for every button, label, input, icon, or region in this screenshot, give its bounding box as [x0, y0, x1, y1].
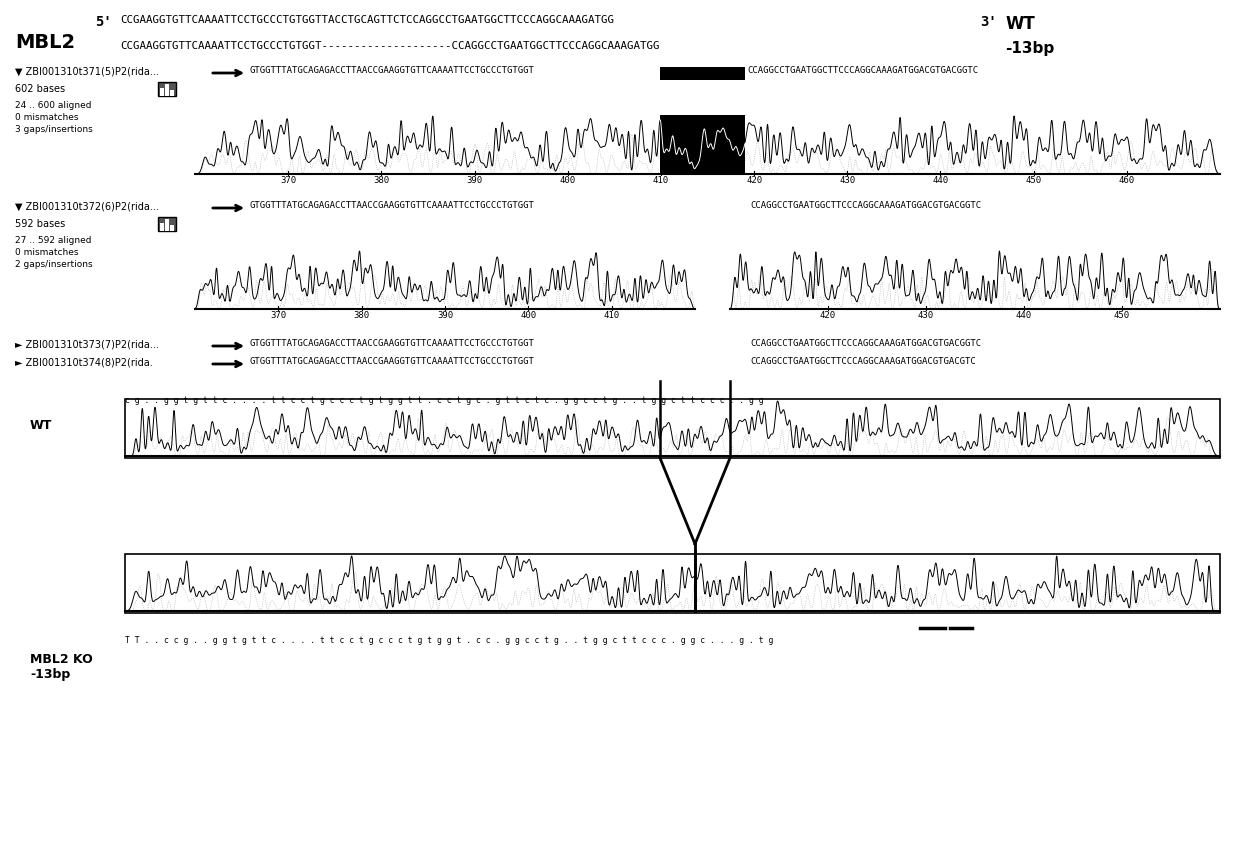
Bar: [660, 67, 745, 80]
Text: T T . . c c g . . g g t g t t c . . . . t t c c t g c c c t g t g g t . c c . g : T T . . c c g . . g g t g t t c . . . . …: [125, 636, 773, 645]
Bar: [125, 554, 1220, 613]
Text: 0 mismatches: 0 mismatches: [15, 248, 78, 257]
Text: 400: 400: [520, 311, 536, 320]
Text: 450: 450: [1026, 176, 1042, 185]
Text: 3 gaps/insertions: 3 gaps/insertions: [15, 125, 93, 134]
Bar: [660, 115, 745, 175]
Text: 370: 370: [270, 311, 286, 320]
Text: 390: 390: [437, 311, 453, 320]
Text: 410: 410: [603, 311, 620, 320]
Text: 440: 440: [1016, 311, 1032, 320]
Text: ▼ ZBI001310t371(5)P2(rida...: ▼ ZBI001310t371(5)P2(rida...: [15, 66, 159, 76]
Text: CCGAAGGTGTTCAAAATTCCTGCCCTGTGGT--------------------CCAGGCCTGAATGGCTTCCCAGGCAAAGA: CCGAAGGTGTTCAAAATTCCTGCCCTGTGGT---------…: [120, 41, 659, 51]
Text: 420: 420: [746, 176, 762, 185]
Bar: [160, 88, 164, 96]
Bar: [170, 225, 173, 231]
Text: 27 .. 592 aligned: 27 .. 592 aligned: [15, 236, 92, 245]
Text: 592 bases: 592 bases: [15, 219, 66, 229]
Text: 370: 370: [280, 176, 296, 185]
Text: ► ZBI001310t373(7)P2(rida...: ► ZBI001310t373(7)P2(rida...: [15, 339, 159, 349]
Text: CCGAAGGTGTTCAAAATTCCTGCCCTGTGGTTACCTGCAGTTCTCCAGGCCTGAATGGCTTCCCAGGCAAAGATGG: CCGAAGGTGTTCAAAATTCCTGCCCTGTGGTTACCTGCAG…: [120, 15, 615, 25]
Text: 5': 5': [95, 15, 112, 29]
Text: GTGGTTTATGCAGAGACCTTAACCGAAGGTGTTCAAAATTCCTGCCCTGTGGT: GTGGTTTATGCAGAGACCTTAACCGAAGGTGTTCAAAATT…: [250, 66, 535, 75]
Text: WT: WT: [30, 419, 52, 432]
Text: 0 mismatches: 0 mismatches: [15, 113, 78, 122]
Bar: [170, 90, 173, 96]
Text: 460: 460: [1119, 176, 1135, 185]
Bar: [159, 82, 176, 96]
Text: 450: 450: [1114, 311, 1130, 320]
Text: 602 bases: 602 bases: [15, 84, 66, 94]
Text: GTGGTTTATGCAGAGACCTTAACCGAAGGTGTTCAAAATTCCTGCCCTGTGGT: GTGGTTTATGCAGAGACCTTAACCGAAGGTGTTCAAAATT…: [250, 201, 535, 210]
Text: 380: 380: [373, 176, 389, 185]
Bar: [165, 220, 169, 231]
Text: ▼ ZBI001310t372(6)P2(rida...: ▼ ZBI001310t372(6)P2(rida...: [15, 201, 159, 211]
Bar: [125, 399, 1220, 458]
Text: 2 gaps/insertions: 2 gaps/insertions: [15, 260, 93, 269]
Text: GTGGTTTATGCAGAGACCTTAACCGAAGGTGTTCAAAATTCCTGCCCTGTGGT: GTGGTTTATGCAGAGACCTTAACCGAAGGTGTTCAAAATT…: [250, 339, 535, 348]
Text: 24 .. 600 aligned: 24 .. 600 aligned: [15, 101, 92, 110]
Text: -13bp: -13bp: [30, 668, 71, 681]
Text: 410: 410: [653, 176, 669, 185]
Text: CCAGGCCTGAATGGCTTCCCAGGCAAAGATGGACGTGACGTC: CCAGGCCTGAATGGCTTCCCAGGCAAAGATGGACGTGACG…: [750, 357, 976, 366]
Text: 430: 430: [918, 311, 934, 320]
Bar: [160, 224, 164, 231]
Text: 440: 440: [933, 176, 949, 185]
Text: CCAGGCCTGAATGGCTTCCCAGGCAAAGATGGACGTGACGGTC: CCAGGCCTGAATGGCTTCCCAGGCAAAGATGGACGTGACG…: [750, 339, 981, 348]
Text: MBL2: MBL2: [15, 33, 76, 52]
Text: 3': 3': [980, 15, 996, 29]
Text: -13bp: -13bp: [1005, 41, 1054, 56]
Text: 420: 420: [820, 311, 836, 320]
Text: ► ZBI001310t374(8)P2(rida.: ► ZBI001310t374(8)P2(rida.: [15, 357, 152, 367]
Bar: [159, 217, 176, 231]
Text: 400: 400: [560, 176, 576, 185]
Text: 390: 390: [466, 176, 483, 185]
Bar: [165, 84, 169, 96]
Text: 430: 430: [839, 176, 855, 185]
Text: CCAGGCCTGAATGGCTTCCCAGGCAAAGATGGACGTGACGGTC: CCAGGCCTGAATGGCTTCCCAGGCAAAGATGGACGTGACG…: [750, 201, 981, 210]
Text: MBL2 KO: MBL2 KO: [30, 653, 93, 666]
Text: CCAGGCCTGAATGGCTTCCCAGGCAAAGATGGACGTGACGGTC: CCAGGCCTGAATGGCTTCCCAGGCAAAGATGGACGTGACG…: [747, 66, 978, 75]
Text: 380: 380: [353, 311, 369, 320]
Text: WT: WT: [1005, 15, 1035, 33]
Text: c g . . g g t g t t c . . . . t t c c t g c c c t g t g g t t . c c t g c . g t : c g . . g g t g t t c . . . . t t c c t …: [125, 396, 763, 405]
Text: GTGGTTTATGCAGAGACCTTAACCGAAGGTGTTCAAAATTCCTGCCCTGTGGT: GTGGTTTATGCAGAGACCTTAACCGAAGGTGTTCAAAATT…: [250, 357, 535, 366]
